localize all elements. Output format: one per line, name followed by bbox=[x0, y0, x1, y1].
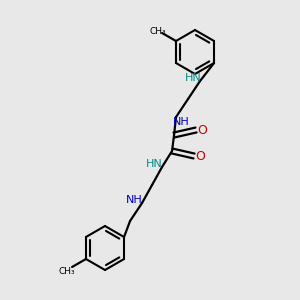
Text: O: O bbox=[197, 124, 207, 136]
Text: CH₃: CH₃ bbox=[59, 266, 75, 275]
Text: O: O bbox=[195, 149, 205, 163]
Text: HN: HN bbox=[146, 159, 162, 169]
Text: NH: NH bbox=[126, 195, 142, 205]
Text: CH₃: CH₃ bbox=[150, 26, 166, 35]
Text: NH: NH bbox=[173, 117, 189, 127]
Text: HN: HN bbox=[185, 73, 201, 83]
